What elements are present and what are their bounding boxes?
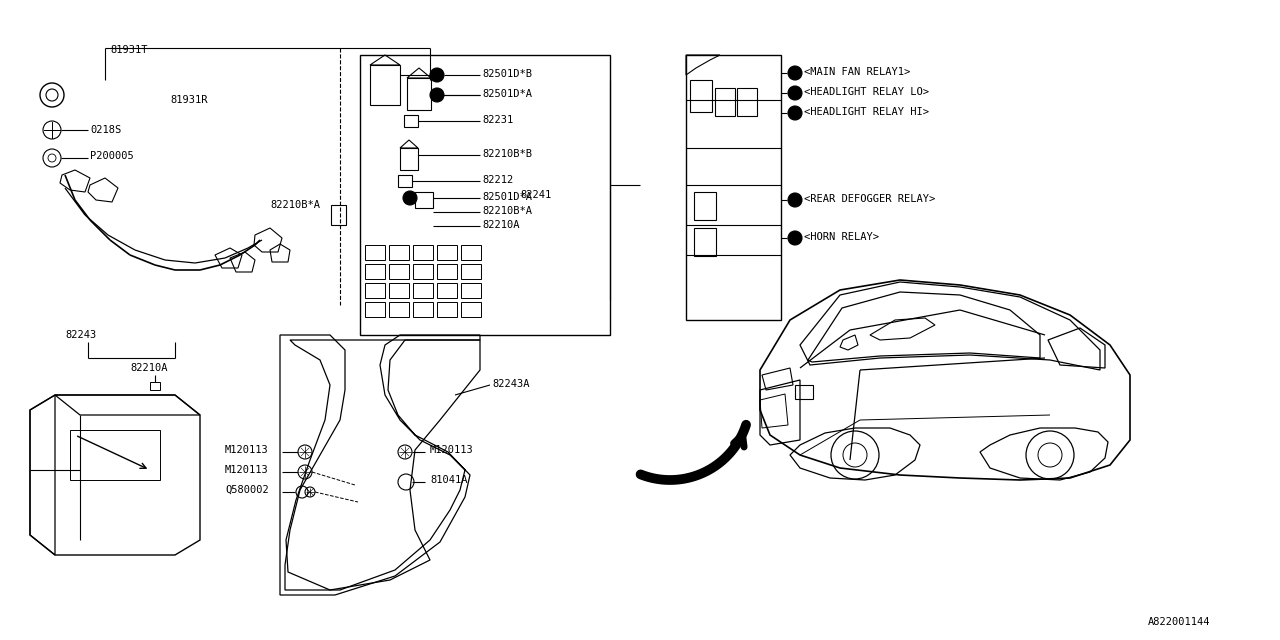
Text: <MAIN FAN RELAY1>: <MAIN FAN RELAY1> <box>804 67 910 77</box>
Bar <box>694 228 716 256</box>
Text: <HEADLIGHT RELAY LO>: <HEADLIGHT RELAY LO> <box>804 87 929 97</box>
Text: 82210B*B: 82210B*B <box>483 149 532 159</box>
Bar <box>365 283 385 298</box>
Text: 1: 1 <box>434 90 439 99</box>
Text: 82212: 82212 <box>483 175 513 185</box>
Circle shape <box>788 231 803 245</box>
Bar <box>795 385 813 399</box>
Bar <box>461 245 481 260</box>
Bar <box>150 382 160 390</box>
Text: 2: 2 <box>434 70 439 79</box>
Text: P200005: P200005 <box>90 151 133 161</box>
Text: 82231: 82231 <box>483 115 513 125</box>
Bar <box>413 302 433 317</box>
Bar <box>389 283 410 298</box>
Text: M120113: M120113 <box>430 445 474 455</box>
Text: 1: 1 <box>792 234 797 243</box>
Text: 82243: 82243 <box>65 330 96 340</box>
Bar <box>399 148 419 170</box>
Circle shape <box>788 86 803 100</box>
Text: 1: 1 <box>792 109 797 118</box>
Text: 1: 1 <box>792 88 797 97</box>
Circle shape <box>430 88 444 102</box>
Text: 2: 2 <box>792 68 797 77</box>
Circle shape <box>430 68 444 82</box>
Bar <box>461 302 481 317</box>
Text: 1: 1 <box>407 193 412 202</box>
Bar <box>461 264 481 279</box>
Text: 82501D*B: 82501D*B <box>483 69 532 79</box>
Bar <box>407 78 431 110</box>
Text: 81931T: 81931T <box>110 45 147 55</box>
Text: 82241: 82241 <box>520 190 552 200</box>
Bar <box>413 245 433 260</box>
Text: <HORN RELAY>: <HORN RELAY> <box>804 232 879 242</box>
Circle shape <box>788 106 803 120</box>
Text: 81931R: 81931R <box>170 95 207 105</box>
Text: M120113: M120113 <box>225 445 269 455</box>
Bar <box>737 88 756 116</box>
Bar <box>694 192 716 220</box>
Bar <box>716 88 735 116</box>
Bar <box>690 80 712 112</box>
Bar <box>365 245 385 260</box>
Text: A822001144: A822001144 <box>1148 617 1211 627</box>
Bar <box>686 55 781 320</box>
Text: 82210A: 82210A <box>483 220 520 230</box>
Bar <box>389 264 410 279</box>
Bar <box>461 283 481 298</box>
Bar <box>360 55 611 335</box>
Text: 82210B*A: 82210B*A <box>483 206 532 216</box>
Bar <box>413 283 433 298</box>
Text: 81041A: 81041A <box>430 475 467 485</box>
Circle shape <box>788 193 803 207</box>
Bar <box>415 192 433 208</box>
Bar <box>389 245 410 260</box>
Text: 82243A: 82243A <box>492 379 530 389</box>
Text: M120113: M120113 <box>225 465 269 475</box>
Bar <box>413 264 433 279</box>
Bar <box>436 283 457 298</box>
Text: 1: 1 <box>792 195 797 205</box>
Text: Q580002: Q580002 <box>225 485 269 495</box>
Text: 82210B*A: 82210B*A <box>270 200 320 210</box>
Text: 82210A: 82210A <box>131 363 168 373</box>
Text: 0218S: 0218S <box>90 125 122 135</box>
Bar <box>365 264 385 279</box>
Text: <REAR DEFOGGER RELAY>: <REAR DEFOGGER RELAY> <box>804 194 936 204</box>
Bar <box>370 65 399 105</box>
Text: 82501D*A: 82501D*A <box>483 89 532 99</box>
Text: <HEADLIGHT RELAY HI>: <HEADLIGHT RELAY HI> <box>804 107 929 117</box>
Bar <box>436 264 457 279</box>
Bar <box>398 175 412 187</box>
Bar <box>436 245 457 260</box>
Circle shape <box>788 66 803 80</box>
Bar <box>404 115 419 127</box>
Bar <box>436 302 457 317</box>
Circle shape <box>403 191 417 205</box>
Text: 82501D*A: 82501D*A <box>483 192 532 202</box>
Bar <box>389 302 410 317</box>
Bar <box>332 205 346 225</box>
Bar <box>365 302 385 317</box>
